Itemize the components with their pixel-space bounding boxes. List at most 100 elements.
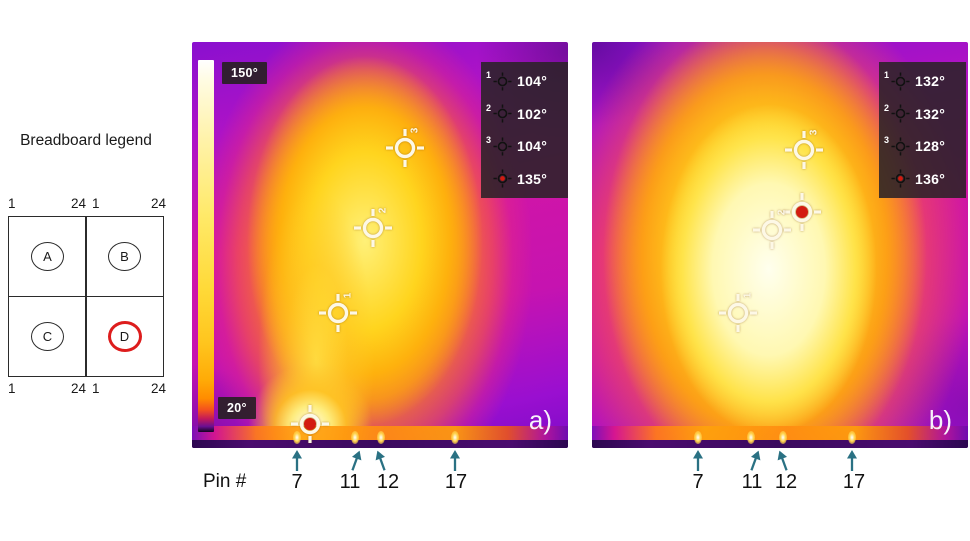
spot-temperature: 104°: [517, 73, 548, 90]
spot-index: 3: [486, 135, 492, 146]
up-right-arrow-icon: [346, 448, 366, 473]
marker-2: 2: [352, 207, 394, 249]
spot-temperature: 132°: [915, 105, 946, 122]
pin-caption: Pin #: [203, 471, 247, 492]
quadrant-a-label: A: [31, 242, 64, 272]
spot-index: 2: [884, 102, 890, 113]
up-arrow-icon: [845, 450, 859, 471]
quadrant-d-label-highlighted: D: [107, 320, 142, 352]
pin-number-11-a: 11: [339, 471, 361, 493]
pin-number-label: 1: [8, 196, 16, 211]
quadrant-b: B: [86, 217, 163, 297]
pin-number-17-a: 17: [444, 471, 468, 493]
panel-row-hotspot: 135°: [481, 169, 568, 189]
quadrant-c: C: [9, 297, 86, 377]
table-edge-shadow: [592, 440, 968, 448]
hot-spot-crosshair-icon: [781, 191, 823, 233]
marker-hot-spot: [289, 403, 331, 445]
pin-number-label: 24: [70, 196, 86, 211]
crosshair-icon: [493, 71, 512, 91]
pin-glint: [694, 431, 702, 444]
quadrant-c-label: C: [31, 321, 64, 351]
marker-number: 1: [742, 292, 754, 299]
marker-number: 3: [808, 129, 820, 136]
spot-index: 1: [486, 70, 492, 81]
crosshair-icon: [891, 71, 910, 91]
colorbar-min-label: 20°: [218, 397, 256, 419]
crosshair-icon: [751, 209, 793, 251]
spot-temperature: 132°: [915, 73, 946, 90]
pin-glint: [848, 431, 856, 444]
legend-bottom-pin-numbers: 1 24 1 24: [6, 381, 166, 396]
panel-row-spot3: 3 128°: [879, 135, 966, 156]
quadrant-b-label: B: [108, 242, 141, 272]
pin-number-17-b: 17: [842, 471, 866, 493]
pin-number-7-b: 7: [692, 471, 704, 493]
spot-temperature: 136°: [915, 170, 946, 187]
pin-number-11-b: 11: [741, 471, 763, 493]
spot-index: 2: [486, 102, 492, 113]
panel-row-spot1: 1 132°: [879, 70, 966, 91]
spot-temperature: 135°: [517, 170, 548, 187]
pin-number-12-a: 12: [376, 471, 400, 493]
thermal-image-a: 150° 20° 1 104° 2 102° 3 104° 135°: [192, 42, 568, 448]
up-arrow-icon: [290, 450, 304, 471]
up-left-arrow-icon: [773, 448, 793, 473]
panel-row-hotspot: 136°: [879, 169, 966, 189]
pin-number-12-b: 12: [774, 471, 798, 493]
legend-title: Breadboard legend: [20, 132, 152, 149]
up-left-arrow-icon: [371, 448, 391, 473]
colorbar-max-label: 150°: [222, 62, 268, 84]
up-arrow-icon: [448, 450, 462, 471]
panel-row-spot2: 2 132°: [879, 102, 966, 124]
pin-number-label: 24: [150, 381, 166, 396]
grid-divider-horizontal: [9, 295, 163, 298]
marker-number: 3: [409, 127, 421, 134]
subfigure-label-a: a): [528, 405, 552, 435]
legend-top-pin-numbers: 1 24 1 24: [6, 196, 166, 211]
temperature-panel-a: 1 104° 2 102° 3 104° 135°: [481, 62, 568, 198]
crosshair-icon: [783, 129, 825, 171]
crosshair-icon: [891, 104, 910, 124]
spot-temperature: 128°: [915, 138, 946, 155]
pin-number-label: 24: [150, 196, 166, 211]
marker-1: 1: [717, 292, 759, 334]
hot-spot-crosshair-icon: [289, 403, 331, 445]
crosshair-icon: [493, 136, 512, 156]
pin-number-7-a: 7: [291, 471, 303, 493]
spot-index: 3: [884, 135, 890, 146]
up-right-arrow-icon: [745, 448, 765, 473]
breadboard-grid: A B C D: [8, 216, 164, 377]
panel-row-spot2: 2 102°: [481, 102, 568, 124]
hot-spot-crosshair-icon: [891, 169, 910, 189]
spot-temperature: 104°: [517, 138, 548, 155]
marker-number: 2: [377, 207, 389, 214]
thermal-image-b: 1 132° 2 132° 3 128° 136° 3: [592, 42, 968, 448]
marker-1: 1: [317, 292, 359, 334]
pin-number-label: 1: [8, 381, 16, 396]
crosshair-icon: [384, 127, 426, 169]
spot-temperature: 102°: [517, 105, 548, 122]
quadrant-d: D: [86, 297, 163, 377]
marker-3: 3: [783, 129, 825, 171]
marker-2: 2: [751, 209, 793, 251]
spot-index: 1: [884, 70, 890, 81]
quadrant-a: A: [9, 217, 86, 297]
pin-number-label: 1: [92, 196, 100, 211]
marker-number: 1: [342, 292, 354, 299]
temperature-panel-b: 1 132° 2 132° 3 128° 136°: [879, 62, 966, 198]
pin-number-label: 1: [92, 381, 100, 396]
marker-hot-spot: [781, 191, 823, 233]
panel-row-spot1: 1 104°: [481, 70, 568, 91]
temperature-colorbar: [198, 60, 214, 432]
hot-spot-crosshair-icon: [493, 169, 512, 189]
pin-glint: [351, 431, 359, 444]
marker-number: 2: [776, 209, 788, 216]
crosshair-icon: [493, 104, 512, 124]
panel-row-spot3: 3 104°: [481, 135, 568, 156]
pin-glint: [451, 431, 459, 444]
crosshair-icon: [352, 207, 394, 249]
subfigure-label-b: b): [928, 405, 952, 435]
crosshair-icon: [717, 292, 759, 334]
